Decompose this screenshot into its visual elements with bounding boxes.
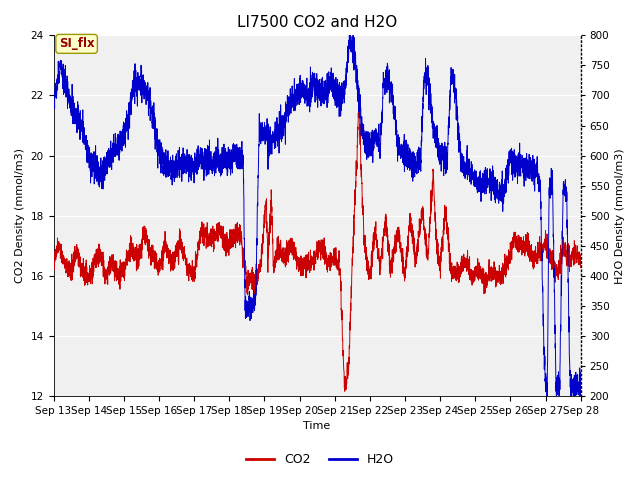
Y-axis label: CO2 Density (mmol/m3): CO2 Density (mmol/m3)	[15, 148, 25, 283]
X-axis label: Time: Time	[303, 421, 331, 432]
Title: LI7500 CO2 and H2O: LI7500 CO2 and H2O	[237, 15, 397, 30]
Y-axis label: H2O Density (mmol/m3): H2O Density (mmol/m3)	[615, 148, 625, 284]
Text: SI_flx: SI_flx	[59, 37, 95, 50]
Legend: CO2, H2O: CO2, H2O	[241, 448, 399, 471]
